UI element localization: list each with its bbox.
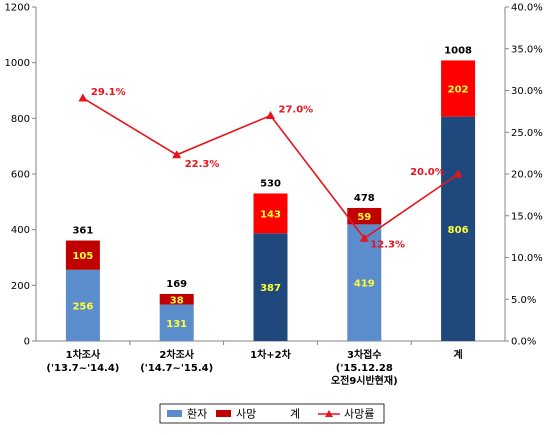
right-tick-label: 5.0% [511,295,536,306]
category-label: ('13.7~'14.4) [46,363,119,374]
bar-death-label: 143 [260,209,281,220]
right-tick-label: 25.0% [511,128,543,139]
right-tick-label: 20.0% [511,170,543,181]
bar-total-label: 169 [166,279,187,290]
category-label: ('15.12.28 [336,363,393,374]
bar-death-label: 38 [170,295,184,306]
bar-total-label: 361 [72,226,93,237]
bar-death [65,240,100,270]
bar-patient-label: 387 [260,283,281,294]
left-tick-label: 800 [11,114,30,125]
bar-patient [159,304,194,341]
bar-patient [253,233,288,341]
bar-patient [441,116,476,341]
category-label: 오전9시반현재) [331,374,398,387]
bar-death-label: 59 [357,212,371,223]
legend-box [159,403,385,424]
bar-death-label: 105 [72,251,93,262]
bar-total-label: 1008 [444,45,472,56]
category-label: 3차접수 [347,348,382,361]
bar-patient [347,224,382,341]
right-tick-label: 30.0% [511,86,543,97]
death-rate-point [266,111,275,120]
death-rate-point [172,150,182,159]
death-rate-point [78,93,88,102]
bar-death [441,60,476,117]
left-tick-label: 400 [11,225,30,236]
bar-total-label: 478 [354,193,375,204]
death-rate-point [453,169,463,178]
bar-death [159,293,194,305]
category-label: 계 [453,348,462,361]
left-tick-label: 600 [11,170,30,181]
left-tick-label: 200 [11,281,30,292]
bar-total-label: 530 [260,178,281,189]
left-tick-label: 1200 [5,3,30,14]
death-rate-label: 20.0% [410,167,445,178]
bar-patient-label: 806 [448,225,469,236]
category-label: ('14.7~'15.4) [140,363,213,374]
category-label: 2차조사 [159,348,194,361]
category-label: 1차조사 [66,348,101,361]
legend-label-rate: 사망률 [344,408,374,421]
legend-swatch-death [216,410,231,417]
bar-patient-label: 419 [354,279,375,290]
category-label: 1차+2차 [250,348,291,361]
legend-swatch-patient [167,410,182,417]
legend-label-total: 계 [290,408,300,421]
left-tick-label: 1000 [5,58,30,69]
bar-death [253,193,288,234]
right-tick-label: 35.0% [511,44,543,55]
right-tick-label: 0.0% [511,337,536,348]
bar-death-label: 202 [448,85,469,96]
death-rate-label: 12.3% [370,239,405,250]
death-rate-label: 22.3% [185,159,220,170]
legend-label-patient: 환자 [187,408,207,421]
right-tick-label: 10.0% [511,253,543,264]
left-tick-label: 0 [24,337,30,348]
legend-label-death: 사망 [236,408,256,421]
bar-death [347,207,382,225]
bar-patient-label: 256 [72,301,93,312]
right-tick-label: 15.0% [511,211,543,222]
right-tick-label: 40.0% [511,3,543,14]
death-rate-point [359,233,369,242]
death-rate-label: 27.0% [279,105,314,116]
legend-marker-rate [325,410,333,417]
bar-patient-label: 131 [166,319,187,330]
bar-patient [65,269,100,341]
death-rate-label: 29.1% [91,87,126,98]
